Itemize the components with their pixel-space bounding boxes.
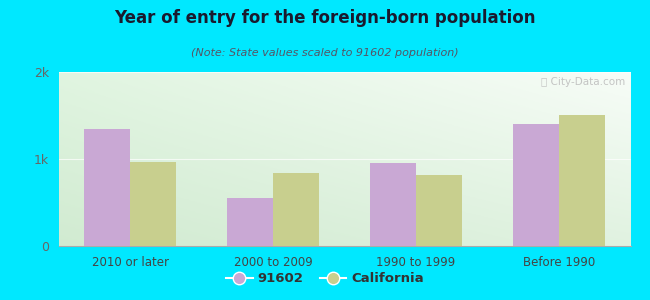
Bar [416,175,462,246]
Bar [84,128,130,246]
Bar [273,173,318,246]
Bar [227,198,273,246]
Bar [559,115,604,246]
Legend: 91602, California: 91602, California [221,267,429,290]
Bar [514,124,559,246]
Bar [130,163,176,246]
Text: (Note: State values scaled to 91602 population): (Note: State values scaled to 91602 popu… [191,48,459,58]
Text: Year of entry for the foreign-born population: Year of entry for the foreign-born popul… [114,9,536,27]
Text: Ⓠ City-Data.com: Ⓠ City-Data.com [541,77,625,87]
Bar [370,163,416,246]
